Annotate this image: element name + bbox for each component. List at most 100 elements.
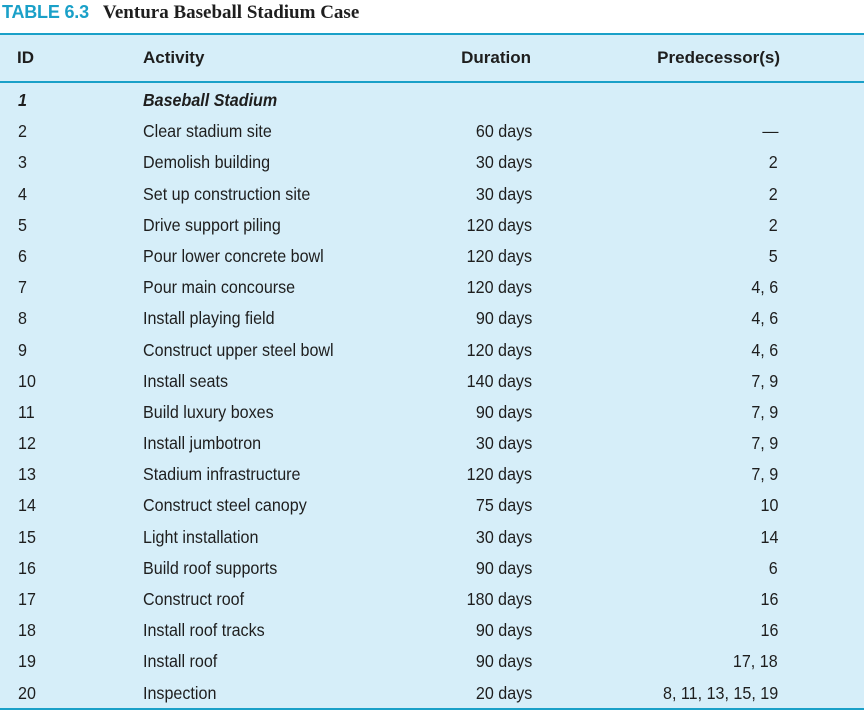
- table-row: 15 Light installation 30 days 14: [0, 522, 864, 553]
- cell-predecessors: 4, 6: [751, 308, 778, 329]
- cell-duration: 30 days: [475, 433, 532, 454]
- cell-id: 1: [18, 90, 27, 110]
- cell-duration: 120 days: [466, 339, 532, 360]
- cell-duration: 140 days: [466, 370, 532, 391]
- column-header-predecessors: Predecessor(s): [657, 48, 780, 67]
- cell-predecessors: 5: [769, 245, 778, 266]
- table-header-row: ID Activity Duration Predecessor(s): [0, 35, 864, 83]
- cell-activity: Light installation: [143, 526, 259, 547]
- table-body: 1 Baseball Stadium 2 Clear stadium site 60 d…: [0, 85, 864, 709]
- cell-duration: 120 days: [466, 214, 532, 235]
- cell-activity: Pour main concourse: [143, 277, 296, 298]
- table-row: 18 Install roof tracks 90 days 16: [0, 615, 864, 646]
- cell-id: 12: [18, 433, 36, 454]
- cell-activity: Stadium infrastructure: [143, 464, 301, 485]
- cell-activity: Build luxury boxes: [143, 401, 274, 422]
- cell-id: 3: [18, 152, 27, 173]
- cell-id: 7: [18, 277, 27, 298]
- table-row: 16 Build roof supports 90 days 6: [0, 553, 864, 584]
- cell-id: 15: [18, 526, 36, 547]
- cell-duration: 120 days: [466, 277, 532, 298]
- table-row: 20 Inspection 20 days 8, 11, 13, 15, 19: [0, 678, 864, 709]
- cell-duration: 90 days: [475, 620, 532, 641]
- column-header-id: ID: [17, 48, 34, 67]
- cell-activity: Install roof tracks: [143, 620, 265, 641]
- cell-id: 10: [18, 370, 36, 391]
- table-row: 17 Construct roof 180 days 16: [0, 584, 864, 615]
- cell-activity: Pour lower concrete bowl: [143, 245, 324, 266]
- table-row: 11 Build luxury boxes 90 days 7, 9: [0, 397, 864, 428]
- cell-id: 17: [18, 589, 36, 609]
- activity-table: ID Activity Duration Predecessor(s) 1 Bas…: [0, 33, 864, 710]
- cell-predecessors: 16: [760, 589, 778, 609]
- summary-row: 1 Baseball Stadium: [0, 85, 864, 116]
- cell-predecessors: 17, 18: [733, 651, 778, 672]
- cell-predecessors: 6: [769, 557, 778, 578]
- cell-activity: Demolish building: [143, 152, 271, 173]
- cell-activity: Install seats: [143, 370, 229, 391]
- cell-activity: Inspection: [143, 682, 217, 703]
- cell-id: 6: [18, 245, 27, 266]
- cell-id: 5: [18, 214, 27, 235]
- cell-duration: 75 days: [475, 495, 532, 516]
- cell-duration: 30 days: [475, 526, 532, 547]
- cell-activity: Construct upper steel bowl: [143, 339, 334, 360]
- cell-id: 2: [18, 121, 27, 142]
- table-row: 13 Stadium infrastructure 120 days 7, 9: [0, 459, 864, 490]
- table-row: 5 Drive support piling 120 days 2: [0, 210, 864, 241]
- cell-predecessors: 16: [760, 620, 778, 641]
- cell-predecessors: 7, 9: [751, 401, 778, 422]
- column-header-activity: Activity: [143, 48, 205, 67]
- table-row: 7 Pour main concourse 120 days 4, 6: [0, 272, 864, 303]
- cell-predecessors: 7, 9: [751, 370, 778, 391]
- cell-activity: Build roof supports: [143, 557, 278, 578]
- cell-id: 20: [18, 682, 36, 703]
- cell-duration: 90 days: [475, 651, 532, 672]
- cell-activity: Install roof: [143, 651, 218, 672]
- table-row: 9 Construct upper steel bowl 120 days 4, 6: [0, 335, 864, 366]
- cell-predecessors: 2: [769, 214, 778, 235]
- cell-activity: Set up construction site: [143, 183, 311, 204]
- cell-activity: Baseball Stadium: [143, 90, 278, 110]
- cell-duration: 20 days: [475, 682, 532, 703]
- cell-id: 11: [18, 401, 35, 422]
- cell-activity: Install playing field: [143, 308, 275, 329]
- table-number: TABLE 6.3: [2, 2, 89, 22]
- cell-id: 9: [18, 339, 27, 360]
- cell-predecessors: 4, 6: [751, 339, 778, 360]
- cell-duration: 90 days: [475, 557, 532, 578]
- cell-id: 19: [18, 651, 36, 672]
- cell-predecessors: 2: [769, 183, 778, 204]
- cell-id: 4: [18, 183, 27, 204]
- cell-duration: 120 days: [466, 464, 532, 485]
- table-row: 8 Install playing field 90 days 4, 6: [0, 303, 864, 334]
- cell-id: 8: [18, 308, 27, 329]
- cell-predecessors: 8, 11, 13, 15, 19: [662, 682, 778, 703]
- cell-activity: Construct roof: [143, 589, 245, 609]
- cell-predecessors: —: [761, 121, 778, 142]
- table-row: 2 Clear stadium site 60 days —: [0, 116, 864, 147]
- cell-predecessors: 10: [760, 495, 778, 516]
- cell-activity: Clear stadium site: [143, 121, 272, 142]
- cell-predecessors: 2: [769, 152, 778, 173]
- cell-id: 14: [18, 495, 36, 516]
- cell-id: 18: [18, 620, 36, 641]
- table-row: 4 Set up construction site 30 days 2: [0, 179, 864, 210]
- cell-duration: 120 days: [466, 245, 532, 266]
- cell-duration: 30 days: [475, 152, 532, 173]
- cell-predecessors: 7, 9: [751, 433, 778, 454]
- cell-duration: 30 days: [475, 183, 532, 204]
- cell-duration: 90 days: [475, 401, 532, 422]
- table-row: 19 Install roof 90 days 17, 18: [0, 646, 864, 677]
- cell-duration: 60 days: [475, 121, 532, 142]
- column-header-duration: Duration: [461, 48, 531, 67]
- cell-id: 13: [18, 464, 36, 485]
- cell-duration: 90 days: [475, 308, 532, 329]
- table-row: 14 Construct steel canopy 75 days 10: [0, 490, 864, 521]
- cell-predecessors: 14: [760, 526, 778, 547]
- table-row: 3 Demolish building 30 days 2: [0, 147, 864, 178]
- table-row: 10 Install seats 140 days 7, 9: [0, 366, 864, 397]
- cell-predecessors: 4, 6: [751, 277, 778, 298]
- cell-duration: 180 days: [466, 589, 532, 609]
- table-title: Ventura Baseball Stadium Case: [102, 2, 360, 23]
